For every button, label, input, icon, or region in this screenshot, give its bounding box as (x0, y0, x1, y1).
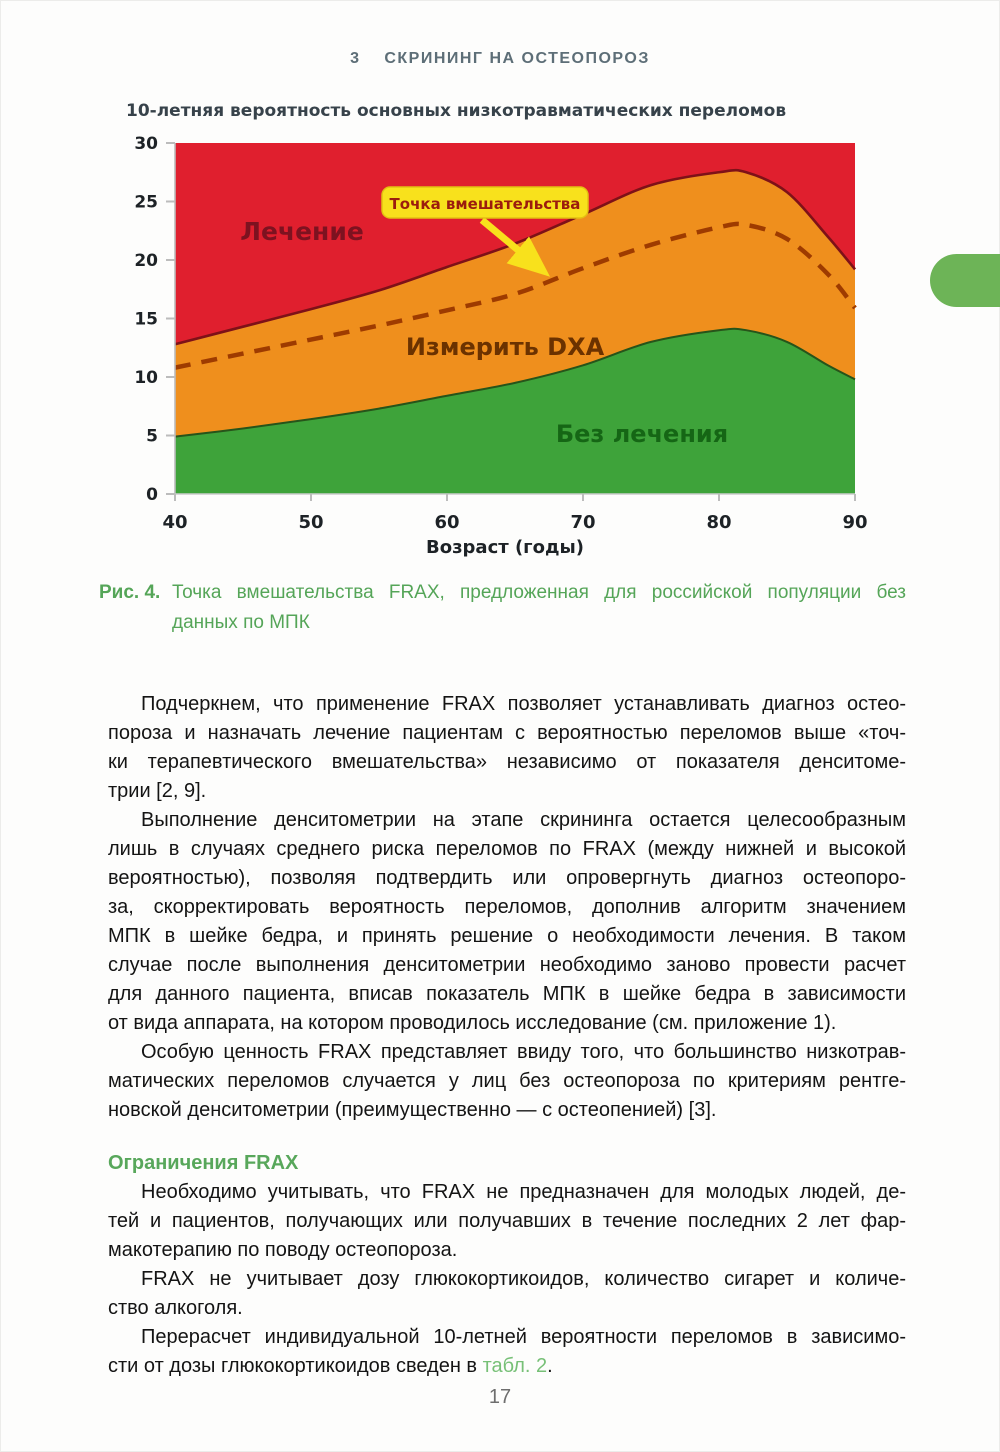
text-line: тей и пациентов, получающих или получавш… (108, 1210, 906, 1232)
section-tab-marker (930, 254, 1000, 307)
text-line: вероятностью), позволяя подтвердить или … (108, 867, 906, 889)
region-no-treatment (175, 328, 855, 494)
body-text: Подчеркнем, что применение FRAX позволяе… (108, 690, 906, 1381)
text-line: от вида аппарата, на котором проводилось… (108, 1012, 837, 1034)
figure-caption-text: Точка вмешательства FRAX, предложенная д… (172, 578, 906, 638)
intervention-threshold-line (174, 221, 857, 370)
x-axis-tick-label: 70 (570, 512, 595, 533)
region-label-treatment: Лечение (240, 217, 364, 246)
callout-arrow (479, 217, 551, 277)
text-line: за, скорректировать вероятность переломо… (108, 896, 906, 918)
x-axis-tick-label: 90 (842, 512, 867, 533)
x-axis-tick-label: 50 (298, 512, 323, 533)
text-line: МПК в шейке бедра, и принять решение о н… (108, 925, 906, 947)
y-axis-tick-label: 10 (134, 368, 158, 388)
frax-chart: 0 5 10 15 20 25 30 40 50 60 70 80 90 Возраст (годы) Ле… (134, 134, 867, 558)
text-line: FRAX не учитывает дозу глюкокортикоидов,… (141, 1268, 906, 1290)
region-label-no-treatment: Без лечения (556, 420, 728, 448)
running-header: 3 СКРИНИНГ НА ОСТЕОПОРОЗ (350, 50, 650, 67)
figure-caption-line2: данных по МПК (172, 612, 310, 633)
y-axis-tick-label: 15 (134, 310, 158, 330)
y-axis-tick-label: 25 (134, 193, 158, 213)
text-line: лишь в случаях среднего риска переломов … (108, 838, 906, 860)
text-line: для данного пациента, вписав показатель … (108, 983, 906, 1005)
x-axis-tick-label: 80 (706, 512, 731, 533)
y-axis-tick-label: 0 (146, 485, 158, 505)
x-axis-title: Возраст (годы) (426, 537, 584, 558)
text-line: макотерапию по поводу остеопороза. (108, 1239, 458, 1261)
y-axis-tick-label: 5 (146, 427, 158, 447)
chart-title: 10-летняя вероятность основных низкотрав… (126, 101, 787, 121)
callout-label: Точка вмешательства (390, 195, 581, 213)
figure-caption-line1: Точка вмешательства FRAX, предложенная д… (172, 582, 906, 603)
x-axis-tick-label: 60 (434, 512, 459, 533)
text-line: случае после выполнения денситометрии не… (108, 954, 906, 976)
y-axis-tick-label: 20 (134, 251, 158, 271)
text-line: Особую ценность FRAX представляет ввиду … (141, 1041, 906, 1063)
text-line: матических переломов случается у лиц без… (108, 1070, 906, 1092)
figure-caption: Рис. 4. Точка вмешательства FRAX, предло… (99, 578, 906, 638)
table-reference-link[interactable]: табл. 2 (482, 1355, 548, 1377)
text-line: Необходимо учитывать, что FRAX не предна… (141, 1181, 906, 1203)
text-line: Перерасчет индивидуальной 10-летней веро… (141, 1326, 906, 1348)
text-line: новской денситометрии (преимущественно —… (108, 1099, 717, 1121)
page-number: 17 (488, 1386, 512, 1408)
text-line: трии [2, 9]. (108, 780, 207, 802)
no-treatment-boundary-line (174, 327, 856, 438)
text-line: ство алкоголя. (108, 1297, 243, 1319)
text-line: Выполнение денситометрии на этапе скрини… (141, 809, 906, 831)
section-heading: Ограничения FRAX (108, 1152, 299, 1174)
text-line: пороза и назначать лечение пациентам с в… (108, 722, 906, 744)
figure-caption-label: Рис. 4. (99, 582, 161, 603)
text-line: ки терапевтического вмешательства» незав… (108, 751, 906, 773)
y-axis-tick-label: 30 (134, 134, 158, 154)
x-axis-tick-label: 40 (162, 512, 187, 533)
text-line: сти от дозы глюкокортикоидов сведен в та… (108, 1355, 553, 1377)
callout-box (381, 186, 589, 219)
region-label-measure-dxa: Измерить DXA (406, 333, 605, 361)
text-line: Подчеркнем, что применение FRAX позволяе… (141, 693, 906, 715)
